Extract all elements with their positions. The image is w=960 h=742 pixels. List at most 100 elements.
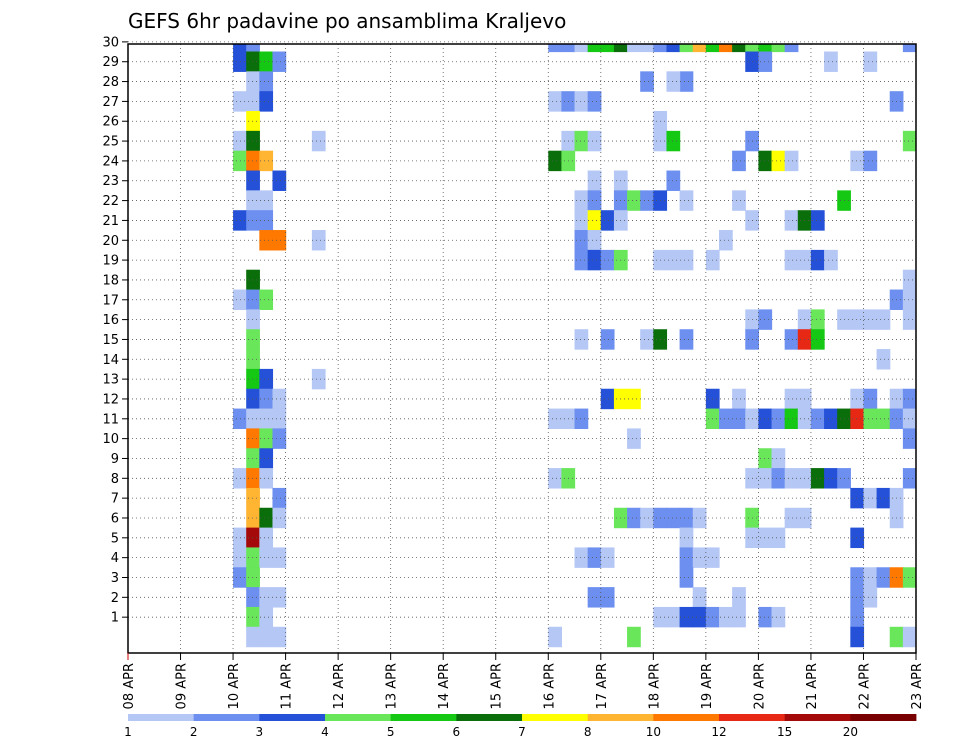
legend-label: 1: [124, 725, 132, 739]
heatmap-cell: [758, 527, 773, 549]
legend-label: 6: [453, 725, 461, 739]
x-tick-label: 22 APR: [857, 663, 872, 709]
heatmap-cell: [692, 587, 707, 608]
heatmap-cell: [233, 567, 247, 588]
heatmap-cell: [824, 249, 838, 271]
heatmap-cell: [246, 329, 260, 350]
heatmap-cell: [246, 150, 260, 172]
y-tick-label: 18: [102, 273, 119, 288]
heatmap-cell: [246, 269, 260, 291]
heatmap-cell: [863, 587, 878, 608]
heatmap-cell: [259, 468, 274, 489]
heatmap-cell: [272, 230, 287, 251]
y-tick-label: 13: [102, 373, 119, 388]
heatmap-cell: [745, 44, 759, 53]
heatmap-cell: [640, 329, 654, 350]
heatmap-cell: [627, 507, 641, 529]
heatmap-cell: [272, 388, 287, 410]
heatmap-cell: [640, 71, 654, 92]
y-tick-label: 12: [102, 392, 119, 407]
y-axis: 1234567891011121314151617181920212223242…: [102, 35, 128, 626]
heatmap-cell: [246, 71, 260, 92]
heatmap-cell: [246, 44, 260, 53]
heatmap-cell: [311, 230, 326, 251]
heatmap-cell: [246, 190, 260, 211]
x-axis: 08 APR 09 APR 10 APR 11 APR 12 APR 13 APR 14 A…: [122, 653, 925, 709]
dotted-grid: [128, 41, 916, 653]
heatmap-cell: [259, 150, 274, 172]
heatmap-cell: [246, 547, 260, 568]
heatmap-cell: [574, 190, 589, 211]
heatmap-cell: [272, 507, 287, 529]
y-tick-label: 16: [102, 313, 119, 328]
heatmap-cell: [311, 130, 326, 152]
heatmap-cell: [902, 567, 916, 588]
heatmap-cell: [272, 547, 287, 568]
heatmap-cell: [246, 606, 260, 628]
y-tick-label: 22: [102, 194, 119, 209]
heatmap-cell: [824, 51, 838, 72]
heatmap-cell: [246, 487, 260, 509]
heatmap-cell: [548, 44, 562, 53]
heatmap-cell: [679, 71, 694, 92]
heatmap-cell: [548, 408, 562, 430]
heatmap-cell: [259, 71, 274, 92]
heatmap-cell: [246, 51, 260, 72]
heatmap-cell: [548, 91, 562, 112]
heatmap-cell: [902, 408, 916, 430]
heatmap-cell: [771, 527, 786, 549]
legend-label: 20: [843, 725, 858, 739]
heatmap-cell: [771, 448, 786, 469]
heatmap-cell: [758, 150, 773, 172]
heatmap-cell: [574, 91, 589, 112]
legend-swatch: [522, 714, 589, 721]
heatmap-cell: [574, 230, 589, 251]
heatmap-cell: [246, 289, 260, 310]
heatmap-cell: [246, 111, 260, 132]
heatmap-cell: [850, 606, 865, 628]
heatmap-cell: [679, 606, 694, 628]
heatmap-cell: [259, 587, 274, 608]
heatmap-cell: [784, 388, 799, 410]
heatmap-cell: [246, 448, 260, 469]
heatmap-cell: [246, 91, 260, 112]
y-tick-label: 26: [102, 115, 119, 130]
legend-label: 7: [518, 725, 526, 739]
heatmap-cell: [653, 44, 668, 53]
heatmap-cell: [902, 428, 916, 449]
y-tick-label: 28: [102, 75, 119, 90]
heatmap-cell: [587, 249, 602, 271]
x-tick-label: 19 APR: [700, 663, 715, 709]
heatmap-cell: [732, 587, 746, 608]
heatmap-cell: [771, 150, 786, 172]
heatmap-cell: [574, 210, 589, 231]
heatmap-cell: [863, 408, 878, 430]
heatmap-cell: [876, 487, 891, 509]
heatmap-cell: [627, 428, 641, 449]
heatmap-cell: [863, 150, 878, 172]
heatmap-cell: [246, 408, 260, 430]
heatmap-cell: [233, 130, 247, 152]
heatmap-cell: [600, 547, 615, 568]
heatmap-cell: [902, 468, 916, 489]
heatmap-cell: [850, 388, 865, 410]
heatmap-cell: [679, 567, 694, 588]
heatmap-cell: [272, 408, 287, 430]
heatmap-cell: [863, 388, 878, 410]
heatmap-cell: [758, 309, 773, 330]
heatmap-cell: [902, 289, 916, 310]
heatmap-cell: [810, 329, 825, 350]
heatmap-cell: [246, 349, 260, 370]
heatmap-cell: [587, 190, 602, 211]
legend-swatch: [325, 714, 392, 721]
heatmap-cell: [233, 408, 247, 430]
y-tick-label: 24: [102, 154, 119, 169]
y-tick-label: 27: [102, 95, 119, 110]
x-tick-label: 20 APR: [752, 663, 767, 709]
legend-label: 15: [777, 725, 792, 739]
heatmap-cell: [246, 428, 260, 449]
heatmap-cell: [810, 249, 825, 271]
heatmap-cell: [666, 44, 681, 53]
x-tick-label: 08 APR: [122, 663, 137, 709]
heatmap-cell: [876, 408, 891, 430]
